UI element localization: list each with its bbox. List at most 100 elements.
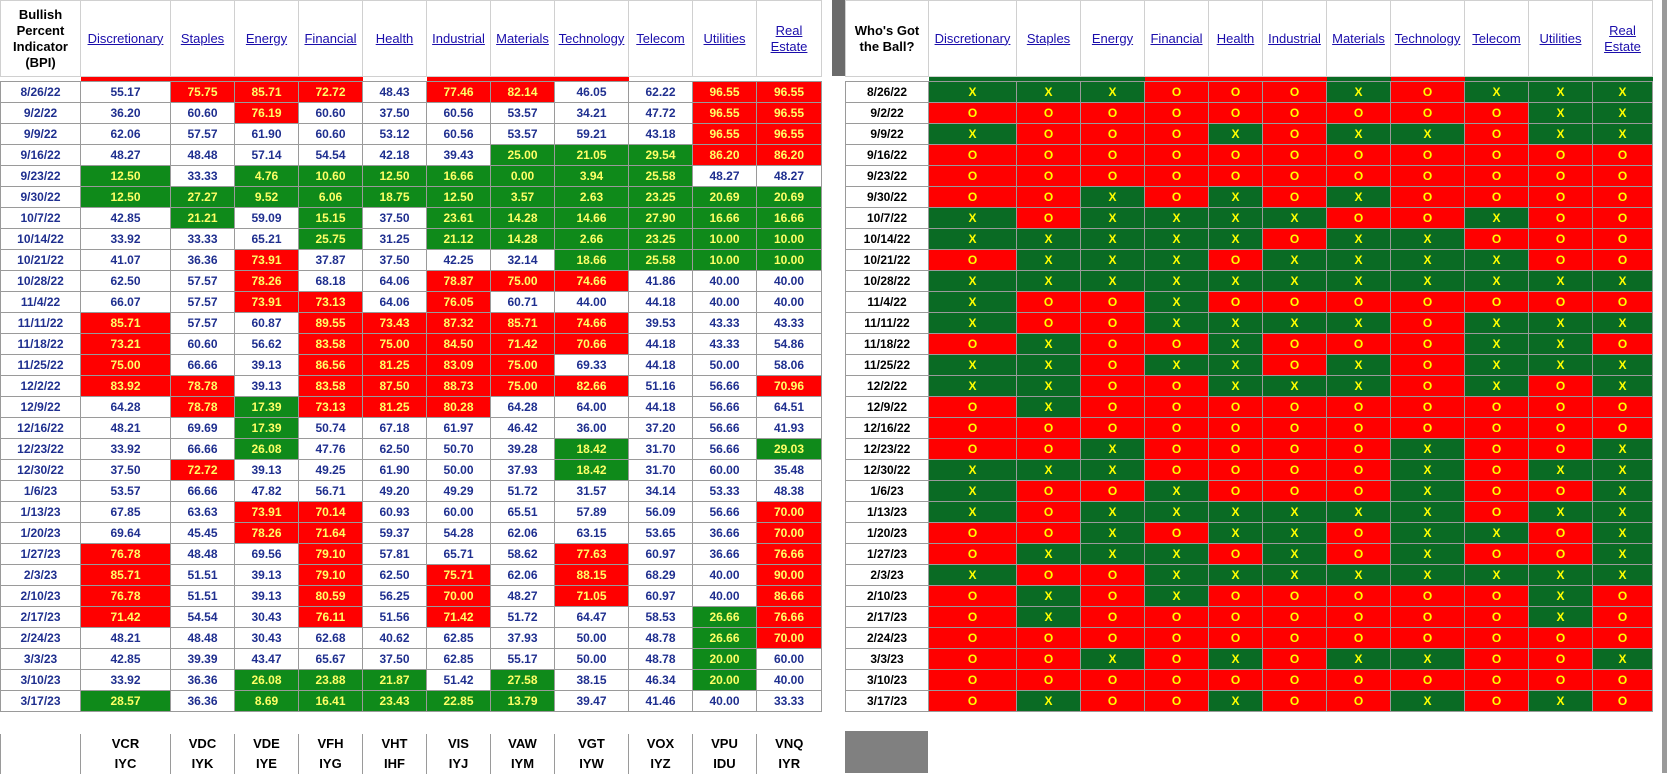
ball-signal-cell[interactable]: O — [1262, 228, 1327, 250]
bpi-date-cell[interactable]: 11/11/22 — [0, 312, 81, 334]
ball-signal-cell[interactable]: X — [1080, 543, 1145, 565]
ball-signal-cell[interactable]: X — [1528, 585, 1593, 607]
ball-signal-cell[interactable]: X — [1144, 585, 1209, 607]
bpi-value-cell[interactable]: 60.97 — [628, 585, 693, 607]
ball-signal-cell[interactable]: X — [1016, 396, 1081, 418]
ball-signal-cell[interactable]: X — [1262, 375, 1327, 397]
bpi-value-cell[interactable]: 51.56 — [362, 606, 427, 628]
ball-signal-cell[interactable]: O — [1016, 123, 1081, 145]
bpi-value-cell[interactable]: 57.14 — [234, 144, 299, 166]
ball-sector-link[interactable]: Industrial — [1268, 30, 1321, 46]
bpi-value-cell[interactable]: 62.06 — [490, 522, 555, 544]
bpi-value-cell[interactable]: 39.13 — [234, 585, 299, 607]
ball-signal-cell[interactable]: X — [1262, 312, 1327, 334]
ball-signal-cell[interactable]: O — [1528, 228, 1593, 250]
bpi-value-cell[interactable]: 43.33 — [692, 333, 757, 355]
bpi-value-cell[interactable]: 45.45 — [170, 522, 235, 544]
ball-signal-cell[interactable]: X — [1326, 501, 1391, 523]
bpi-value-cell[interactable]: 75.00 — [80, 354, 171, 376]
ball-date-cell[interactable]: 8/26/22 — [845, 81, 929, 103]
ball-signal-cell[interactable]: X — [1016, 606, 1081, 628]
ball-signal-cell[interactable]: O — [1016, 417, 1081, 439]
bpi-value-cell[interactable]: 54.54 — [298, 144, 363, 166]
bpi-value-cell[interactable]: 50.00 — [554, 627, 629, 649]
ball-date-cell[interactable]: 12/9/22 — [845, 396, 929, 418]
ball-signal-cell[interactable]: X — [1208, 270, 1263, 292]
bpi-value-cell[interactable]: 37.50 — [362, 249, 427, 271]
ball-date-cell[interactable]: 1/6/23 — [845, 480, 929, 502]
ball-signal-cell[interactable]: O — [1016, 648, 1081, 670]
bpi-value-cell[interactable]: 73.91 — [234, 291, 299, 313]
ball-signal-cell[interactable]: X — [1528, 102, 1593, 124]
bpi-value-cell[interactable]: 51.51 — [170, 585, 235, 607]
bpi-value-cell[interactable]: 37.50 — [80, 459, 171, 481]
ball-signal-cell[interactable]: X — [1016, 81, 1081, 103]
bpi-value-cell[interactable]: 16.66 — [692, 207, 757, 229]
ball-signal-cell[interactable]: O — [1326, 606, 1391, 628]
ball-signal-cell[interactable]: O — [1262, 333, 1327, 355]
bpi-date-cell[interactable]: 2/24/23 — [0, 627, 81, 649]
bpi-value-cell[interactable]: 12.50 — [80, 186, 171, 208]
bpi-value-cell[interactable]: 60.56 — [426, 102, 491, 124]
ball-signal-cell[interactable]: O — [1326, 480, 1391, 502]
bpi-value-cell[interactable]: 15.15 — [298, 207, 363, 229]
bpi-value-cell[interactable]: 23.25 — [628, 186, 693, 208]
ball-signal-cell[interactable]: O — [1080, 480, 1145, 502]
ball-signal-cell[interactable]: O — [1464, 228, 1529, 250]
ball-signal-cell[interactable]: X — [1464, 270, 1529, 292]
bpi-value-cell[interactable]: 76.66 — [756, 606, 822, 628]
bpi-value-cell[interactable]: 96.55 — [756, 102, 822, 124]
bpi-value-cell[interactable]: 39.13 — [234, 354, 299, 376]
ball-signal-cell[interactable]: X — [1326, 312, 1391, 334]
bpi-value-cell[interactable]: 48.48 — [170, 144, 235, 166]
bpi-value-cell[interactable]: 39.13 — [234, 564, 299, 586]
bpi-value-cell[interactable]: 59.37 — [362, 522, 427, 544]
bpi-value-cell[interactable]: 79.10 — [298, 543, 363, 565]
bpi-value-cell[interactable]: 56.09 — [628, 501, 693, 523]
ball-signal-cell[interactable]: X — [1326, 228, 1391, 250]
bpi-value-cell[interactable]: 41.46 — [628, 690, 693, 712]
bpi-value-cell[interactable]: 25.00 — [490, 144, 555, 166]
ball-signal-cell[interactable]: X — [928, 270, 1017, 292]
bpi-value-cell[interactable]: 8.69 — [234, 690, 299, 712]
bpi-value-cell[interactable]: 48.78 — [628, 627, 693, 649]
bpi-value-cell[interactable]: 56.66 — [692, 417, 757, 439]
bpi-sector-link[interactable]: Materials — [496, 30, 549, 46]
bpi-date-cell[interactable]: 12/9/22 — [0, 396, 81, 418]
ball-signal-cell[interactable]: O — [1326, 438, 1391, 460]
bpi-value-cell[interactable]: 27.27 — [170, 186, 235, 208]
bpi-value-cell[interactable]: 55.17 — [490, 648, 555, 670]
ball-signal-cell[interactable]: O — [1144, 186, 1209, 208]
ball-signal-cell[interactable]: O — [1208, 102, 1263, 124]
ball-signal-cell[interactable]: X — [1080, 648, 1145, 670]
bpi-value-cell[interactable]: 43.33 — [692, 312, 757, 334]
ball-date-cell[interactable]: 12/23/22 — [845, 438, 929, 460]
ball-signal-cell[interactable]: X — [928, 354, 1017, 376]
bpi-date-cell[interactable]: 12/23/22 — [0, 438, 81, 460]
ball-signal-cell[interactable]: O — [1208, 606, 1263, 628]
ball-signal-cell[interactable]: O — [1144, 522, 1209, 544]
bpi-value-cell[interactable]: 14.28 — [490, 207, 555, 229]
ball-signal-cell[interactable]: O — [928, 144, 1017, 166]
bpi-value-cell[interactable]: 57.57 — [170, 291, 235, 313]
ball-signal-cell[interactable]: O — [1080, 123, 1145, 145]
ball-signal-cell[interactable]: O — [1208, 459, 1263, 481]
ball-signal-cell[interactable]: X — [1390, 249, 1465, 271]
ball-signal-cell[interactable]: X — [1592, 648, 1653, 670]
ball-signal-cell[interactable]: X — [1464, 312, 1529, 334]
ball-signal-cell[interactable]: X — [1326, 123, 1391, 145]
ball-signal-cell[interactable]: X — [1326, 270, 1391, 292]
ball-signal-cell[interactable]: X — [1592, 543, 1653, 565]
bpi-value-cell[interactable]: 30.43 — [234, 606, 299, 628]
bpi-value-cell[interactable]: 62.68 — [298, 627, 363, 649]
bpi-date-cell[interactable]: 9/16/22 — [0, 144, 81, 166]
bpi-sector-link[interactable]: Energy — [245, 30, 288, 46]
bpi-value-cell[interactable]: 12.50 — [80, 165, 171, 187]
bpi-value-cell[interactable]: 57.57 — [170, 123, 235, 145]
ball-date-cell[interactable]: 1/13/23 — [845, 501, 929, 523]
ball-signal-cell[interactable]: O — [1528, 186, 1593, 208]
bpi-value-cell[interactable]: 18.42 — [554, 438, 629, 460]
bpi-value-cell[interactable]: 70.14 — [298, 501, 363, 523]
ball-signal-cell[interactable]: O — [1390, 627, 1465, 649]
ball-signal-cell[interactable]: O — [1208, 543, 1263, 565]
